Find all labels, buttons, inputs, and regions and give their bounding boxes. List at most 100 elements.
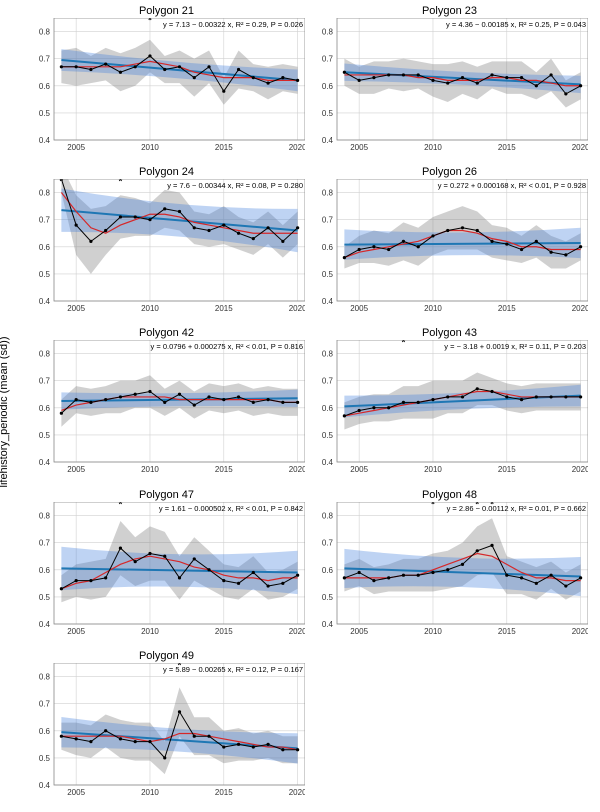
svg-text:2015: 2015 — [215, 465, 233, 474]
svg-text:0.5: 0.5 — [322, 109, 334, 118]
svg-text:2010: 2010 — [424, 465, 442, 474]
outlier-star: * — [431, 502, 435, 510]
data-point — [490, 390, 493, 393]
svg-text:0.4: 0.4 — [39, 620, 51, 629]
svg-text:2015: 2015 — [215, 627, 233, 636]
data-point — [222, 224, 225, 227]
data-point — [75, 737, 78, 740]
data-point — [104, 729, 107, 732]
panel: Polygon 4720052010201520200.40.50.60.70.… — [28, 488, 305, 643]
data-point — [461, 396, 464, 399]
svg-text:0.6: 0.6 — [39, 565, 51, 574]
panel-plot: 20052010201520200.40.50.60.70.8*y = 1.61… — [28, 502, 305, 642]
data-point — [535, 84, 538, 87]
data-point — [549, 251, 552, 254]
data-point — [193, 404, 196, 407]
data-point — [520, 248, 523, 251]
svg-text:2005: 2005 — [67, 465, 85, 474]
svg-text:0.6: 0.6 — [39, 727, 51, 736]
data-point — [75, 65, 78, 68]
panel-title: Polygon 47 — [28, 488, 305, 502]
data-point — [461, 76, 464, 79]
svg-text:2005: 2005 — [350, 143, 368, 152]
svg-text:0.4: 0.4 — [322, 620, 334, 629]
data-point — [343, 256, 346, 259]
data-point — [266, 743, 269, 746]
data-point — [358, 570, 361, 573]
data-point — [134, 65, 137, 68]
equation-label: y = 4.36 − 0.00185 x, R² = 0.25, P = 0.0… — [446, 20, 586, 29]
panel: Polygon 2420052010201520200.40.50.60.70.… — [28, 165, 305, 320]
data-point — [178, 393, 181, 396]
panel: Polygon 4320052010201520200.40.50.60.70.… — [311, 326, 588, 481]
data-point — [505, 243, 508, 246]
data-point — [119, 71, 122, 74]
data-point — [387, 407, 390, 410]
outlier-star: * — [118, 179, 122, 187]
data-point — [490, 73, 493, 76]
data-point — [60, 65, 63, 68]
panel-plot: 20052010201520200.40.50.60.70.8**y = 7.6… — [28, 179, 305, 319]
svg-text:0.5: 0.5 — [39, 431, 51, 440]
data-point — [237, 581, 240, 584]
data-point — [520, 398, 523, 401]
data-point — [372, 76, 375, 79]
outlier-star: * — [401, 340, 405, 348]
svg-text:2005: 2005 — [67, 143, 85, 152]
panel-title: Polygon 23 — [311, 4, 588, 18]
svg-text:2005: 2005 — [350, 627, 368, 636]
svg-text:0.7: 0.7 — [39, 216, 51, 225]
svg-text:2010: 2010 — [141, 143, 159, 152]
data-point — [134, 216, 137, 219]
data-point — [207, 568, 210, 571]
panel-plot: 20052010201520200.40.50.60.70.8y = 0.272… — [311, 179, 588, 319]
data-point — [520, 76, 523, 79]
panel-plot: 20052010201520200.40.50.60.70.8y = 4.36 … — [311, 18, 588, 158]
data-point — [148, 740, 151, 743]
svg-text:2005: 2005 — [350, 465, 368, 474]
data-point — [461, 562, 464, 565]
data-point — [119, 396, 122, 399]
data-point — [119, 216, 122, 219]
data-point — [252, 745, 255, 748]
data-point — [178, 210, 181, 213]
svg-text:0.4: 0.4 — [322, 297, 334, 306]
svg-text:0.5: 0.5 — [39, 109, 51, 118]
panel: Polygon 2620052010201520200.40.50.60.70.… — [311, 165, 588, 320]
data-point — [402, 573, 405, 576]
data-point — [535, 396, 538, 399]
data-point — [417, 573, 420, 576]
svg-text:2010: 2010 — [141, 304, 159, 313]
data-point — [490, 240, 493, 243]
data-point — [60, 412, 63, 415]
data-point — [564, 253, 567, 256]
data-point — [431, 398, 434, 401]
data-point — [252, 76, 255, 79]
svg-text:0.6: 0.6 — [322, 82, 334, 91]
outlier-star: * — [118, 502, 122, 510]
data-point — [148, 390, 151, 393]
data-point — [535, 240, 538, 243]
svg-text:0.6: 0.6 — [39, 82, 51, 91]
panel-title: Polygon 26 — [311, 165, 588, 179]
data-point — [296, 748, 299, 751]
svg-text:0.5: 0.5 — [322, 270, 334, 279]
svg-text:2015: 2015 — [498, 465, 516, 474]
svg-text:0.4: 0.4 — [39, 781, 51, 790]
data-point — [476, 229, 479, 232]
data-point — [579, 245, 582, 248]
data-point — [431, 570, 434, 573]
data-point — [207, 734, 210, 737]
svg-text:0.5: 0.5 — [322, 431, 334, 440]
data-point — [134, 560, 137, 563]
data-point — [535, 581, 538, 584]
data-point — [193, 734, 196, 737]
data-point — [281, 240, 284, 243]
svg-text:0.8: 0.8 — [322, 511, 334, 520]
outlier-star: * — [148, 18, 152, 26]
svg-text:2010: 2010 — [424, 143, 442, 152]
data-point — [163, 554, 166, 557]
panel-title: Polygon 48 — [311, 488, 588, 502]
data-point — [296, 401, 299, 404]
panel-title: Polygon 21 — [28, 4, 305, 18]
